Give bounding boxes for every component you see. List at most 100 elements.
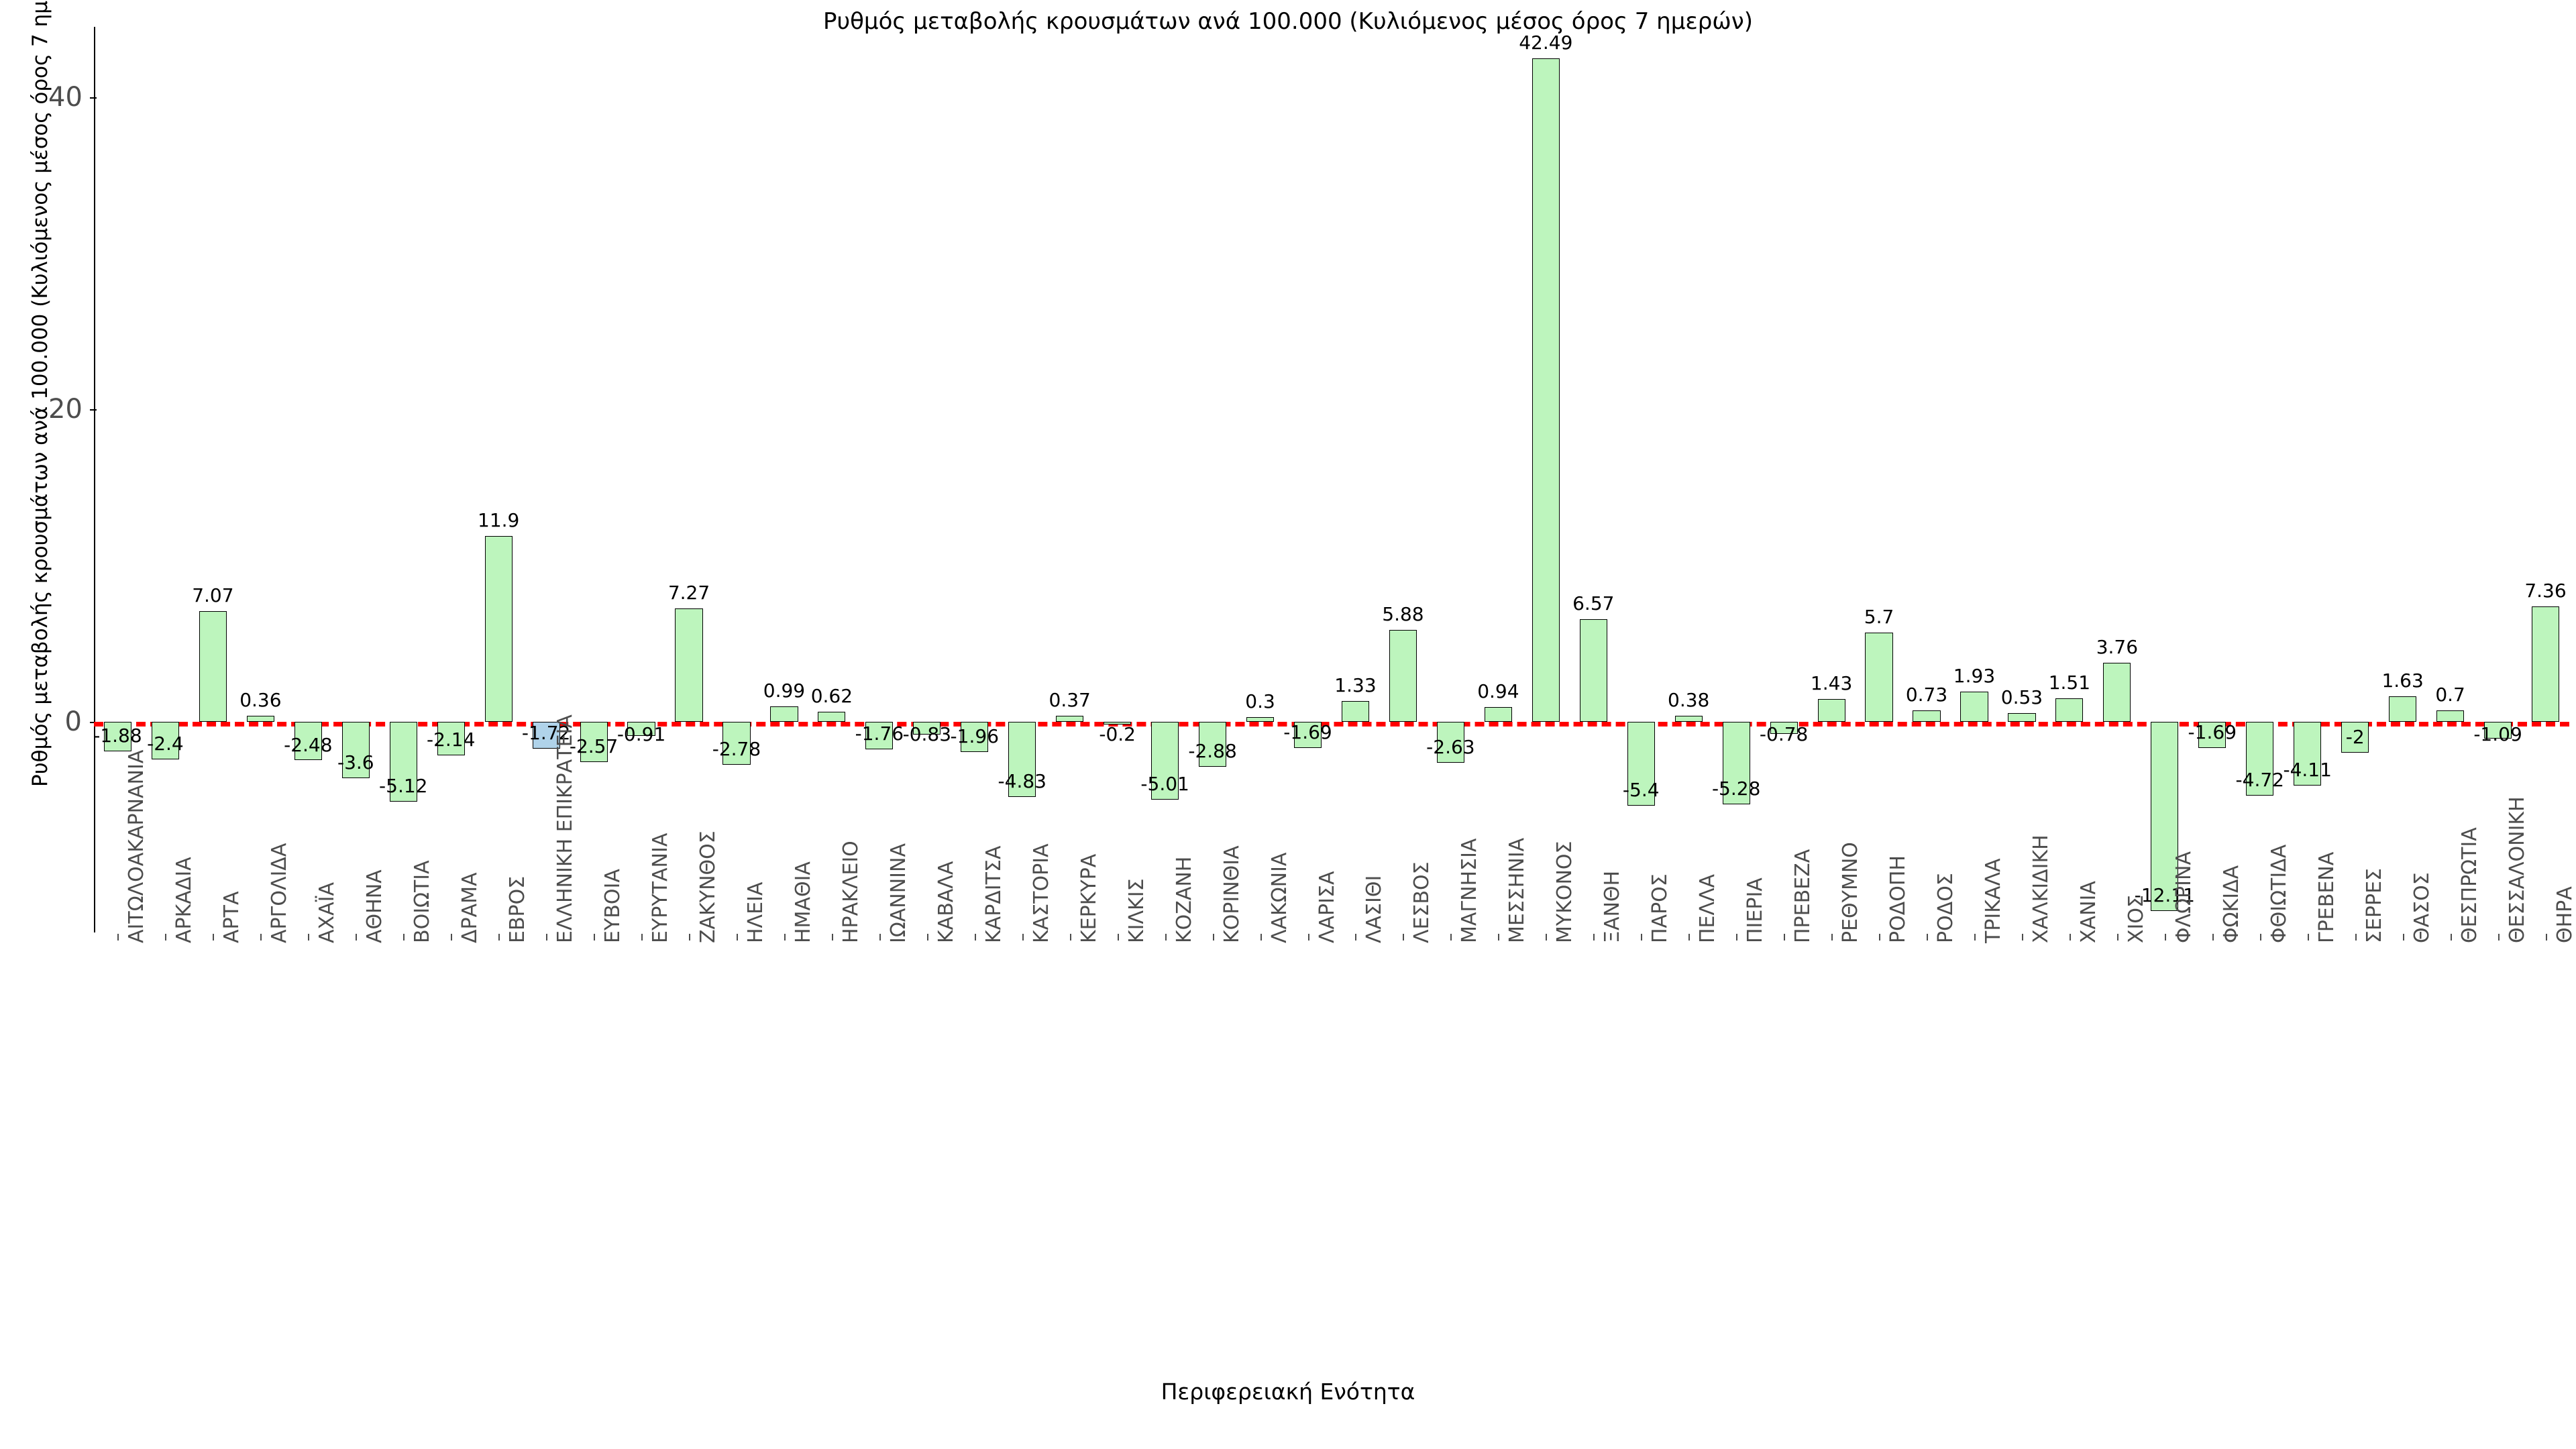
bar[interactable] xyxy=(2198,721,2226,749)
bar[interactable] xyxy=(1104,721,1132,725)
bar[interactable] xyxy=(1960,691,1988,722)
x-axis-label[interactable]: ΠΑΡΟΣ xyxy=(1648,873,1672,943)
bar[interactable] xyxy=(1008,721,1036,798)
x-axis-label[interactable]: ΗΛΕΙΑ xyxy=(743,881,767,943)
bar[interactable] xyxy=(341,721,370,778)
bar[interactable] xyxy=(580,721,608,762)
bar[interactable] xyxy=(722,721,751,765)
bar[interactable] xyxy=(2483,721,2512,739)
x-axis-label[interactable]: ΚΑΒΑΛΑ xyxy=(934,861,958,943)
x-axis-label[interactable]: ΘΕΣΠΡΩΤΙΑ xyxy=(2457,827,2481,943)
x-axis-label[interactable]: ΕΥΒΟΙΑ xyxy=(601,869,625,943)
x-axis-label[interactable]: ΗΜΑΘΙΑ xyxy=(791,861,815,943)
bar[interactable] xyxy=(818,712,846,722)
x-axis-label[interactable]: ΡΟΔΟΣ xyxy=(1934,873,1958,943)
x-axis-label[interactable]: ΤΡΙΚΑΛΑ xyxy=(1981,858,2005,943)
bar[interactable] xyxy=(294,721,322,761)
x-axis-label[interactable]: ΗΡΑΚΛΕΙΟ xyxy=(839,841,863,943)
bar[interactable] xyxy=(2341,721,2369,753)
x-axis-label[interactable]: ΖΑΚΥΝΘΟΣ xyxy=(696,830,720,943)
x-axis-label[interactable]: ΕΛΛΗΝΙΚΗ ΕΠΙΚΡΑΤΕΙΑ xyxy=(553,714,578,943)
bar[interactable] xyxy=(1674,715,1703,722)
x-axis-label[interactable]: ΦΘΙΩΤΙΔΑ xyxy=(2267,844,2291,943)
x-axis-label[interactable]: ΘΗΡΑ xyxy=(2553,886,2576,943)
x-axis-label[interactable]: ΑΡΤΑ xyxy=(220,891,244,943)
x-axis-label[interactable]: ΑΡΚΑΔΙΑ xyxy=(172,857,197,943)
x-axis-label[interactable]: ΚΑΡΔΙΤΣΑ xyxy=(981,845,1006,943)
x-axis-label[interactable]: ΚΟΡΙΝΘΙΑ xyxy=(1220,845,1244,943)
x-axis-label[interactable]: ΦΩΚΙΔΑ xyxy=(2219,865,2243,943)
bar[interactable] xyxy=(2389,696,2417,722)
x-axis-label[interactable]: ΚΟΖΑΝΗ xyxy=(1172,856,1196,943)
bar[interactable] xyxy=(2294,721,2322,786)
bar[interactable] xyxy=(2531,606,2560,722)
x-axis-label[interactable]: ΡΟΔΟΠΗ xyxy=(1886,855,1911,943)
x-axis-label[interactable]: ΠΡΕΒΕΖΑ xyxy=(1791,849,1815,943)
x-axis-label[interactable]: ΓΡΕΒΕΝΑ xyxy=(2314,851,2339,943)
bar[interactable] xyxy=(1722,721,1750,804)
x-axis-label[interactable]: ΧΑΝΙΑ xyxy=(2076,881,2100,943)
bar[interactable] xyxy=(1913,710,1941,722)
bar[interactable] xyxy=(389,721,417,802)
bar[interactable] xyxy=(770,706,798,722)
bar[interactable] xyxy=(1436,721,1464,763)
bar[interactable] xyxy=(246,716,274,722)
x-axis-label[interactable]: ΦΛΩΡΙΝΑ xyxy=(2171,851,2196,943)
x-axis-label[interactable]: ΚΙΛΚΙΣ xyxy=(1124,878,1148,943)
bar[interactable] xyxy=(1199,721,1227,767)
bar[interactable] xyxy=(437,721,465,755)
bar[interactable] xyxy=(961,721,989,753)
bar[interactable] xyxy=(1579,619,1607,722)
x-axis-label[interactable]: ΘΑΣΟΣ xyxy=(2410,872,2434,943)
x-axis-label[interactable]: ΕΥΡΥΤΑΝΙΑ xyxy=(649,833,673,943)
bar[interactable] xyxy=(2008,713,2036,722)
bar[interactable] xyxy=(1341,700,1370,722)
bar[interactable] xyxy=(532,721,560,749)
bar[interactable] xyxy=(913,721,941,735)
bar[interactable] xyxy=(199,611,227,722)
x-axis-label[interactable]: ΜΥΚΟΝΟΣ xyxy=(1553,841,1577,943)
bar[interactable] xyxy=(1532,58,1560,722)
bar[interactable] xyxy=(103,721,132,751)
x-axis-label[interactable]: ΘΕΣΣΑΛΟΝΙΚΗ xyxy=(2505,796,2529,943)
x-axis-label[interactable]: ΙΩΑΝΝΙΝΑ xyxy=(886,843,910,943)
bar[interactable] xyxy=(1627,721,1655,806)
x-axis-label[interactable]: ΞΑΝΘΗ xyxy=(1601,870,1625,943)
bar[interactable] xyxy=(675,608,703,722)
bar[interactable] xyxy=(1484,706,1512,722)
x-axis-label[interactable]: ΛΑΣΙΘΙ xyxy=(1362,875,1387,943)
bar[interactable] xyxy=(151,721,180,759)
bar[interactable] xyxy=(2246,721,2274,796)
bar[interactable] xyxy=(1056,716,1084,722)
x-axis-label[interactable]: ΡΕΘΥΜΝΟ xyxy=(1839,842,1863,943)
x-axis-label[interactable]: ΣΕΡΡΕΣ xyxy=(2362,867,2386,943)
bar[interactable] xyxy=(1817,699,1845,722)
x-axis-label[interactable]: ΛΑΚΩΝΙΑ xyxy=(1267,852,1291,943)
bar[interactable] xyxy=(2151,721,2179,911)
bar[interactable] xyxy=(1865,633,1893,722)
bar[interactable] xyxy=(484,535,513,722)
x-axis-label[interactable]: ΜΕΣΣΗΝΙΑ xyxy=(1505,837,1529,943)
x-axis-label[interactable]: ΚΕΡΚΥΡΑ xyxy=(1077,853,1101,943)
x-axis-label[interactable]: ΛΑΡΙΣΑ xyxy=(1315,871,1339,943)
bar[interactable] xyxy=(1389,629,1417,722)
x-axis-label[interactable]: ΠΕΛΛΑ xyxy=(1696,873,1720,943)
bar[interactable] xyxy=(1151,721,1179,800)
x-axis-label[interactable]: ΧΑΛΚΙΔΙΚΗ xyxy=(2029,835,2053,943)
x-axis-label[interactable]: ΚΑΣΤΟΡΙΑ xyxy=(1029,843,1053,943)
bar[interactable] xyxy=(2055,698,2084,722)
bar[interactable] xyxy=(1770,721,1798,734)
bar[interactable] xyxy=(1293,721,1322,749)
bar[interactable] xyxy=(865,721,894,749)
x-axis-label[interactable]: ΛΕΣΒΟΣ xyxy=(1410,861,1434,943)
x-axis-label[interactable]: ΧΙΟΣ xyxy=(2124,895,2148,943)
bar[interactable] xyxy=(2103,663,2131,722)
x-axis-label[interactable]: ΑΘΗΝΑ xyxy=(363,869,387,943)
x-axis-label[interactable]: ΑΙΤΩΛΟΑΚΑΡΝΑΝΙΑ xyxy=(125,749,149,943)
x-axis-label[interactable]: ΑΡΓΟΛΙΔΑ xyxy=(268,843,292,943)
x-axis-label[interactable]: ΕΒΡΟΣ xyxy=(506,875,530,943)
x-axis-label[interactable]: ΠΙΕΡΙΑ xyxy=(1743,877,1768,943)
bar[interactable] xyxy=(2436,710,2465,722)
x-axis-label[interactable]: ΑΧΑΪΑ xyxy=(315,882,339,943)
x-axis-label[interactable]: ΒΟΙΩΤΙΑ xyxy=(411,860,435,943)
